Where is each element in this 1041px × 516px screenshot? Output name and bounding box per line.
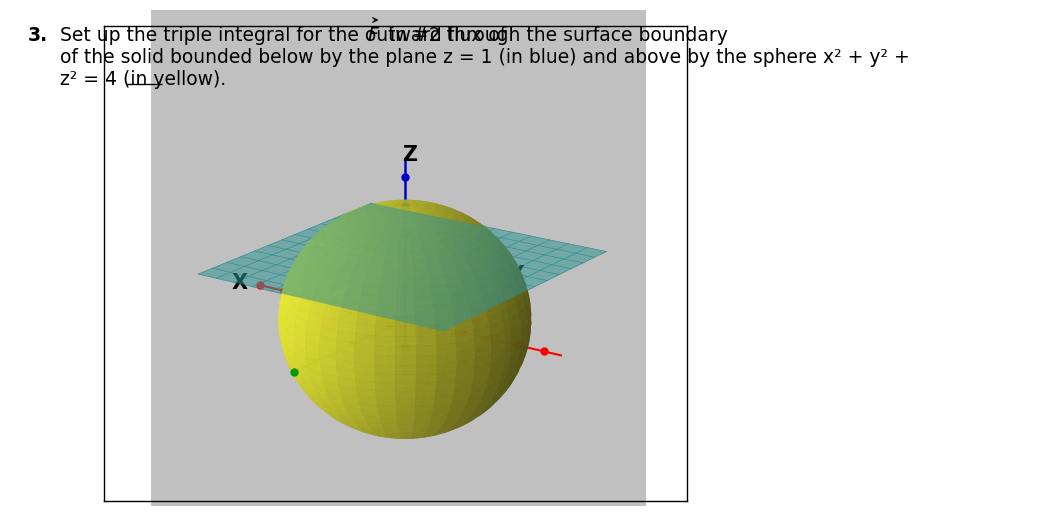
Text: F: F <box>367 26 378 45</box>
Text: of the solid bounded below by the plane z = 1 (in blue) and above by the sphere : of the solid bounded below by the plane … <box>60 48 910 67</box>
Text: 3.: 3. <box>28 26 48 45</box>
Text: z² = 4 (in yellow).: z² = 4 (in yellow). <box>60 70 226 89</box>
Text: in #2 through the surface boundary: in #2 through the surface boundary <box>384 26 729 45</box>
Text: Set up the triple integral for the outward flux of: Set up the triple integral for the outwa… <box>60 26 512 45</box>
